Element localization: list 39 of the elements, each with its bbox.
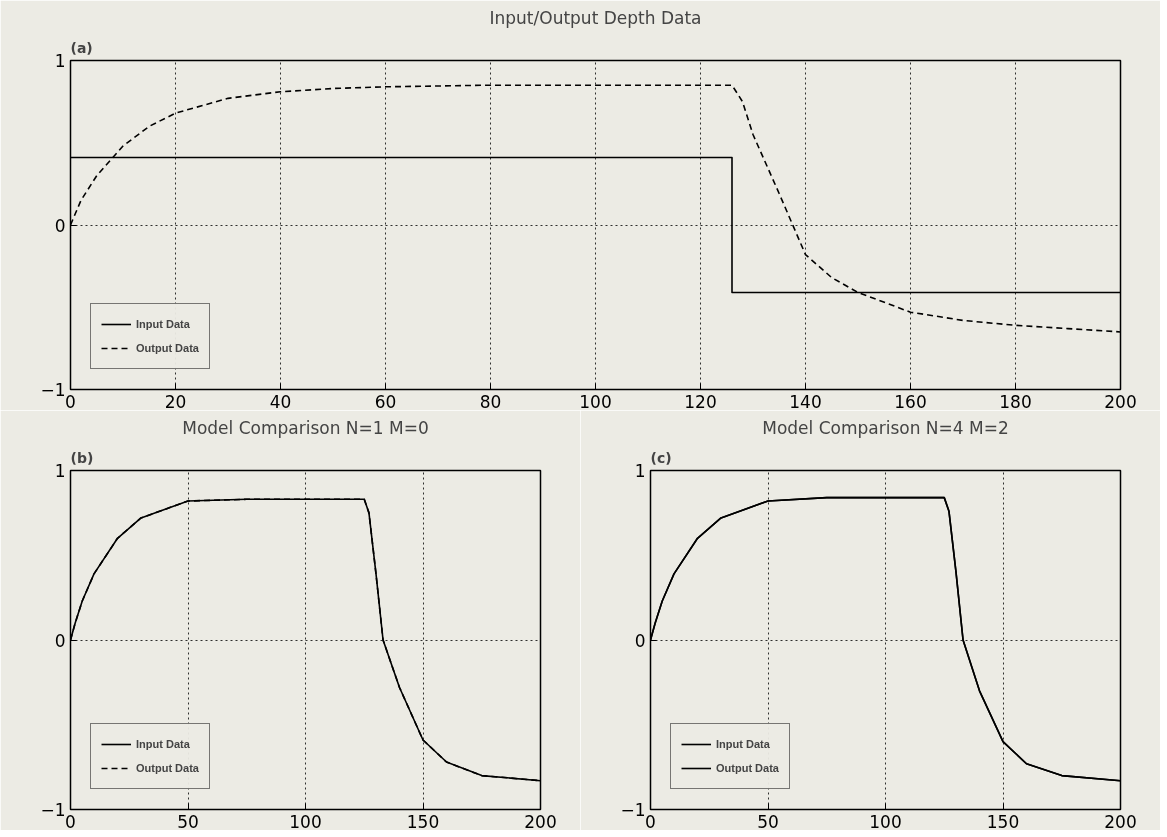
y-tick-label: 0 <box>54 630 66 651</box>
legend-label: Input Data <box>136 318 190 330</box>
x-tick-label: 200 <box>1104 391 1137 412</box>
x-tick-label: 180 <box>999 391 1032 412</box>
y-tick-label: 1 <box>54 461 66 481</box>
legend-label: Input Data <box>136 738 190 750</box>
y-tick-label: −1 <box>40 380 66 400</box>
y-tick-label: 1 <box>54 51 66 71</box>
x-tick-label: 200 <box>524 811 557 832</box>
chart-title: Model Comparison N=4 M=2 <box>762 417 1009 438</box>
x-tick-label: 150 <box>406 811 440 832</box>
x-tick-label: 80 <box>479 391 502 412</box>
chart-title: Input/Output Depth Data <box>489 7 702 28</box>
y-tick-label: 1 <box>634 461 646 481</box>
legend-label: Output Data <box>136 342 199 354</box>
x-tick-label: 50 <box>757 811 779 832</box>
legend-label: Output Data <box>716 762 779 774</box>
chart-title: Model Comparison N=1 M=0 <box>182 417 429 438</box>
legend-label: Input Data <box>716 738 770 750</box>
x-tick-label: 40 <box>269 391 292 412</box>
x-tick-label: 60 <box>374 391 397 412</box>
x-tick-label: 20 <box>164 391 187 412</box>
x-tick-label: 200 <box>1104 811 1137 832</box>
text: (b) <box>70 449 94 466</box>
x-tick-label: 160 <box>894 391 927 412</box>
x-tick-label: 150 <box>986 811 1020 832</box>
text: (a) <box>70 39 93 56</box>
x-tick-label: 140 <box>789 391 822 412</box>
y-tick-label: −1 <box>620 800 646 820</box>
x-tick-label: 100 <box>289 811 322 832</box>
y-tick-label: 0 <box>54 215 66 236</box>
x-tick-label: 100 <box>869 811 902 832</box>
x-tick-label: 50 <box>177 811 199 832</box>
y-tick-label: −1 <box>40 800 66 820</box>
legend-label: Output Data <box>136 762 199 774</box>
x-tick-label: 100 <box>579 391 612 412</box>
x-tick-label: 120 <box>684 391 717 412</box>
text: (c) <box>650 449 672 466</box>
y-tick-label: 0 <box>634 630 646 651</box>
